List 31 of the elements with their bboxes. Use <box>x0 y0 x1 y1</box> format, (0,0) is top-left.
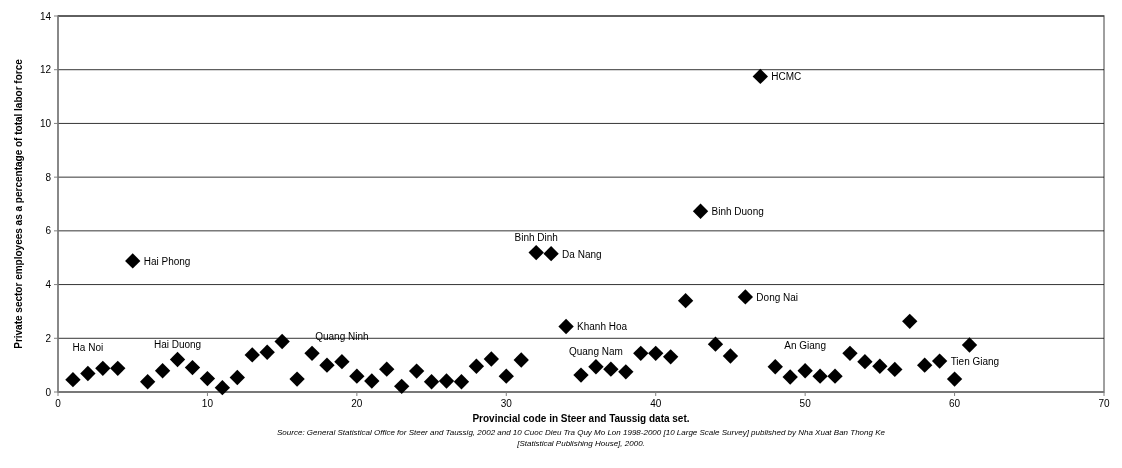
annotation: HCMC <box>771 71 802 83</box>
x-tick-label: 60 <box>949 398 961 409</box>
y-tick-label: 6 <box>45 225 52 237</box>
annotation: Binh Duong <box>711 206 764 218</box>
x-tick-label: 50 <box>799 398 812 409</box>
annotation: Binh Dinh <box>514 231 558 243</box>
x-tick-label: 40 <box>650 398 662 409</box>
y-tick-label: 0 <box>45 386 52 398</box>
annotation: Hai Phong <box>143 255 191 267</box>
annotation: Dong Nai <box>756 291 799 303</box>
y-tick-label: 4 <box>45 279 52 291</box>
annotation: Khanh Hoa <box>577 321 628 333</box>
y-axis-title: Private sector employees as a percentage of total labor force <box>13 58 24 349</box>
x-axis-title: Provincial code in Steer and Taussig data set. <box>472 413 690 424</box>
x-tick-label: 10 <box>201 398 214 409</box>
x-tick-label: 30 <box>500 398 513 409</box>
annotation: Da Nang <box>562 248 602 260</box>
x-tick-label: 70 <box>1098 398 1110 409</box>
annotation: Tien Giang <box>950 356 1000 368</box>
y-tick-label: 8 <box>45 171 52 183</box>
x-tick-label: 20 <box>351 398 363 409</box>
annotation: An Giang <box>784 339 826 351</box>
x-tick-label: 0 <box>55 398 62 409</box>
y-tick-label: 2 <box>45 332 52 344</box>
annotation: Ha Noi <box>72 342 104 354</box>
y-tick-label: 14 <box>39 10 52 22</box>
source-note: Source: General Statistical Office for Steer and Taussig, 2002 and 10 Cuoc Dieu Tra Quy Mo Lon 1998-2000 [10 Large Scale Survey] published by Nha Xuat Ban Thong Ke [Statistical Publishing House], 2000. <box>277 428 886 448</box>
annotation: Quang Nam <box>568 345 623 357</box>
y-tick-label: 10 <box>39 117 52 129</box>
y-tick-label: 12 <box>39 64 52 76</box>
annotation: Hai Duong <box>153 338 202 350</box>
